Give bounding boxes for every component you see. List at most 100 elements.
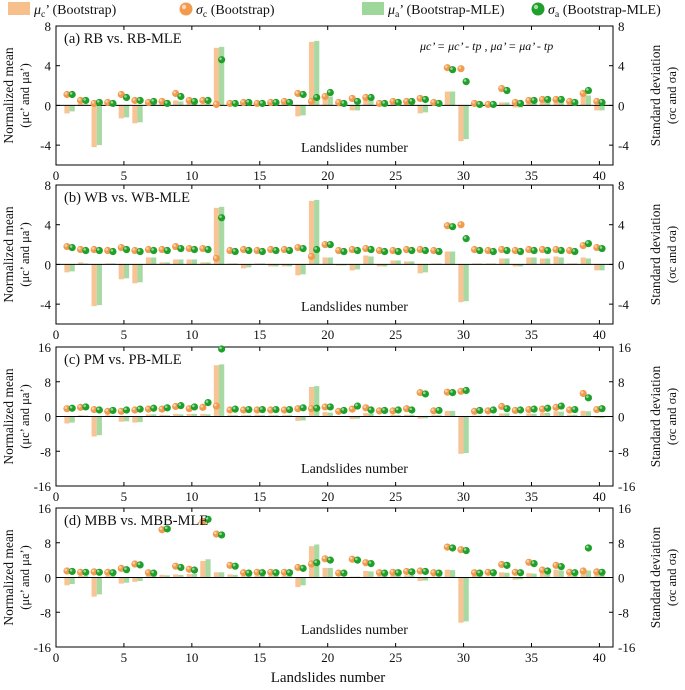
dot-sigma-a [516,99,525,108]
dot-sigma-c-highlight [254,248,258,251]
dot-sigma-a-highlight [395,100,399,103]
dot-sigma-c-highlight [431,408,434,412]
bar-mu-c [281,575,287,578]
y-tick-label-right: 0 [618,257,625,272]
dot-sigma-a-highlight [151,248,154,251]
dot-sigma-a-highlight [327,404,331,408]
dot-sigma-c-highlight [390,408,394,412]
dot-sigma-a-highlight [205,516,209,520]
bar-mu-c [295,416,301,421]
y-tick-label-left: 4 [45,218,52,233]
dot-sigma-a [231,99,239,108]
dot-sigma-c-highlight [159,527,163,530]
bar-mu-c [64,416,70,424]
dot-sigma-c-highlight [417,96,421,99]
dot-sigma-a [421,95,430,104]
bar-mu-a [151,414,157,417]
dot-sigma-a [408,97,416,106]
bar-mu-a [545,258,551,265]
dot-sigma-a [150,569,158,577]
bar-mu-a [246,576,252,578]
dot-sigma-a [408,568,416,576]
dot-sigma-c-highlight [580,91,584,94]
bar-mu-c [580,410,586,417]
dot-sigma-c-highlight [485,248,489,251]
y-tick-label-left: 0 [45,571,52,586]
bar-mu-a [69,264,75,272]
bar-mu-c [200,262,206,265]
y-tick-label-right: 0 [618,98,625,113]
dot-sigma-a [435,569,443,577]
x-tick-label: 35 [525,327,538,342]
dot-sigma-c-highlight [499,404,502,407]
dot-sigma-c-highlight [472,570,475,573]
dot-sigma-a [163,99,171,108]
dot-sigma-c-highlight [268,100,271,103]
dot-sigma-a-highlight [314,95,317,98]
dot-sigma-a-highlight [137,562,141,566]
dot-sigma-a [258,247,266,256]
dot-sigma-a [394,98,402,107]
dot-sigma-a-highlight [232,101,236,104]
dot-sigma-a-highlight [124,407,127,411]
y-tick-label-left: -8 [40,444,51,459]
bar-mu-a [178,101,184,106]
dot-sigma-a-highlight [96,569,100,573]
bar-mu-c [471,575,478,578]
dot-sigma-c-highlight [146,247,149,250]
dot-sigma-c [307,252,316,261]
x-tick-label: 0 [53,168,60,183]
dot-sigma-c-highlight [526,98,530,101]
bar-mu-a [327,567,333,578]
bar-mu-c [404,575,410,578]
dot-sigma-a-highlight [518,407,521,411]
bar-mu-a [164,575,170,578]
bar-mu-c [390,260,396,265]
bar-mu-c [539,413,546,417]
dot-sigma-c-highlight [377,408,380,412]
dot-sigma-a-highlight [477,102,480,105]
dot-sigma-c-highlight [377,570,380,573]
dot-sigma-c-highlight [173,91,176,94]
bar-mu-c [499,102,505,106]
dot-sigma-a [68,567,76,576]
bar-mu-a [232,574,238,578]
bar-mu-c [91,577,97,597]
dot-sigma-a [109,569,117,577]
dot-sigma-c-highlight [78,247,81,250]
bar-mu-c [404,414,410,417]
y-tick-label-right: 8 [618,536,625,551]
dot-sigma-a [489,406,497,414]
dot-sigma-a [136,96,144,105]
dot-sigma-a [190,97,199,106]
dot-sigma-c-highlight [485,569,489,573]
dot-sigma-a-highlight [518,249,521,252]
dot-sigma-c-highlight [553,247,557,250]
bar-mu-c [118,416,124,422]
bar-mu-c [308,200,315,265]
bar-mu-c [308,41,315,106]
dot-sigma-a-highlight [287,570,290,573]
y-tick-label-right: -16 [618,479,636,494]
bar-mu-a [327,412,333,417]
dot-sigma-a [68,404,76,412]
dot-sigma-c [457,65,465,73]
bar-mu-c [308,386,315,417]
bar-mu-a [504,572,510,578]
dot-sigma-a [109,406,117,415]
dot-sigma-a-highlight [531,406,535,410]
dot-sigma-c-highlight [594,569,598,573]
bar-mu-a [286,415,293,417]
dot-sigma-a-highlight [545,248,548,251]
right-axis-title: Standard deviation [648,44,663,146]
dot-sigma-c-highlight [118,245,122,248]
bar-mu-a [205,414,211,417]
dot-sigma-a [190,403,199,411]
dot-sigma-c-highlight [200,404,204,408]
dot-sigma-c-highlight [444,223,448,226]
bar-mu-c [132,416,138,423]
dot-sigma-c-highlight [254,569,258,573]
bar-mu-c [363,98,369,106]
x-tick-label: 5 [121,327,128,342]
dot-sigma-c-highlight [186,98,190,101]
